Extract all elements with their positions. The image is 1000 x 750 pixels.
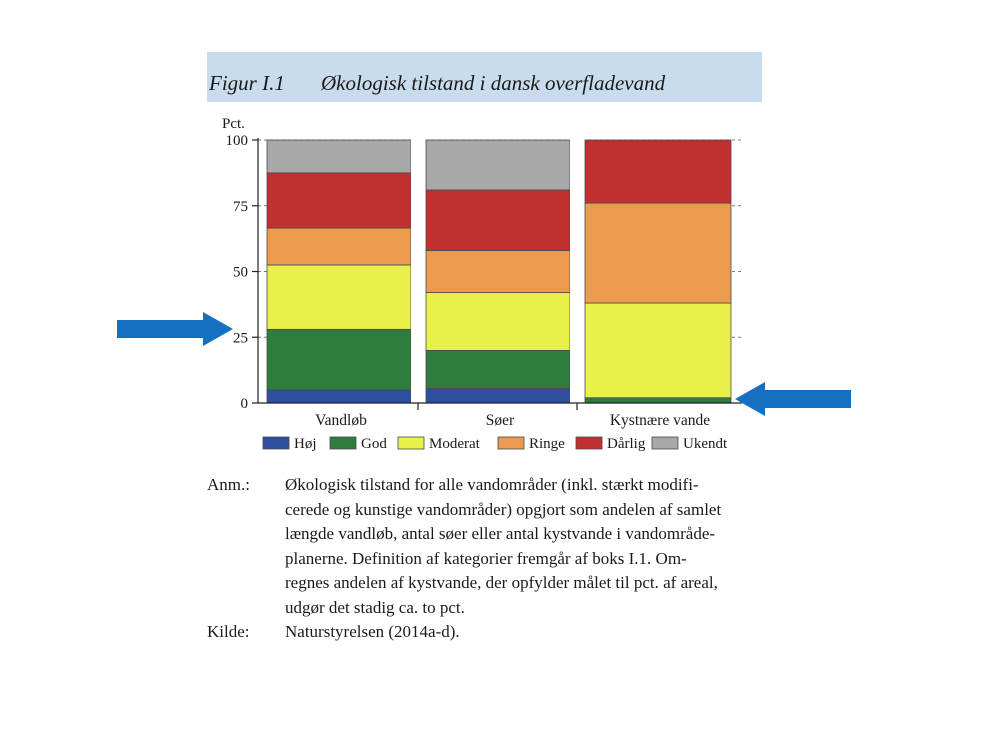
legend-item: Ukendt	[651, 436, 728, 452]
axes	[252, 138, 742, 410]
x-tick-label: Kystnære vande	[610, 412, 710, 429]
x-tick-label: Søer	[486, 412, 515, 429]
bar-stack	[266, 139, 426, 404]
bar-stack	[584, 139, 732, 404]
bar-segment	[266, 139, 412, 174]
legend-swatch	[651, 436, 679, 450]
legend-label: Ringe	[529, 436, 565, 452]
bar-segment	[425, 349, 571, 389]
bar-segment	[584, 397, 732, 404]
bar-segment	[425, 388, 571, 404]
y-tick-label: 75	[233, 199, 248, 215]
legend-item: Høj	[262, 436, 317, 452]
bar-segment	[584, 302, 732, 399]
legend-label: Dårlig	[607, 436, 646, 452]
legend-item: God	[329, 436, 387, 452]
bar-stack	[425, 139, 585, 404]
note-anm-line: længde vandløb, antal søer eller antal k…	[285, 524, 716, 543]
legend-label: Ukendt	[683, 436, 728, 452]
legend-swatch	[497, 436, 525, 450]
x-tick-label: Vandløb	[315, 412, 367, 429]
bar-segment	[425, 292, 571, 351]
legend-label: Moderat	[429, 436, 481, 452]
figure-title-band: Figur I.1 Økologisk tilstand i dansk ove…	[207, 52, 762, 102]
stacked-bar-chart: Pct. 0 25 50 75 100 Vandløb Søer Kystnære vand…	[222, 116, 742, 452]
note-kilde-line: Naturstyrelsen (2014a-d).	[285, 622, 460, 641]
note-anm-line: Økologisk tilstand for alle vandområder …	[285, 475, 699, 494]
y-tick-labels: 0 25 50 75 100	[226, 133, 249, 412]
bar-segment	[425, 189, 571, 251]
legend-swatch	[262, 436, 290, 450]
note-anm-line: regnes andelen af kystvande, der opfylde…	[285, 573, 718, 592]
legend-label: Høj	[294, 436, 317, 452]
bar-segment	[266, 227, 412, 266]
legend: Høj God Moderat Ringe Dårlig Ukendt	[262, 436, 728, 452]
bar-segment	[584, 139, 732, 204]
legend-swatch	[329, 436, 357, 450]
y-tick-label: 25	[233, 330, 248, 346]
y-tick-label: 0	[241, 396, 249, 412]
note-anm-line: udgør det stadig ca. to pct.	[285, 597, 465, 617]
y-tick-label: 100	[226, 133, 249, 149]
bar-segment	[266, 328, 412, 391]
bar-gap	[570, 139, 585, 403]
bar-segment	[266, 264, 412, 330]
note-kilde: Kilde: Naturstyrelsen (2014a-d).	[207, 620, 762, 645]
note-kilde-key: Kilde:	[207, 622, 250, 641]
x-tick-labels: Vandløb Søer Kystnære vande	[315, 412, 710, 429]
note-anm: Anm.: Økologisk tilstand for alle vandom…	[207, 473, 762, 620]
note-anm-line: planerne. Definition af kategorier fremg…	[285, 548, 687, 568]
legend-swatch	[397, 436, 425, 450]
y-tick-label: 50	[233, 265, 248, 281]
note-kilde-text: Naturstyrelsen (2014a-d).	[285, 620, 762, 645]
left-arrow-icon	[117, 312, 233, 346]
right-arrow-icon	[735, 382, 851, 416]
figure-number: Figur I.1	[209, 71, 285, 95]
legend-label: God	[361, 436, 387, 452]
figure-title: Økologisk tilstand i dansk overfladevand	[321, 71, 666, 95]
legend-swatch	[575, 436, 603, 450]
note-anm-key: Anm.:	[207, 475, 250, 494]
bar-stacks	[266, 139, 732, 404]
bar-segment	[266, 389, 412, 404]
bar-segment	[584, 202, 732, 304]
y-axis-label: Pct.	[222, 116, 245, 132]
bar-segment	[425, 250, 571, 293]
bar-segment	[425, 139, 571, 191]
figure-notes: Anm.: Økologisk tilstand for alle vandom…	[207, 473, 762, 645]
legend-item: Ringe	[497, 436, 565, 452]
legend-item: Moderat	[397, 436, 481, 452]
note-anm-text: Økologisk tilstand for alle vandområder …	[285, 473, 762, 620]
bar-gap	[411, 139, 426, 403]
note-anm-line: cerede og kunstige vandområder) opgjort …	[285, 499, 722, 519]
bar-segment	[266, 172, 412, 229]
legend-item: Dårlig	[575, 436, 646, 452]
